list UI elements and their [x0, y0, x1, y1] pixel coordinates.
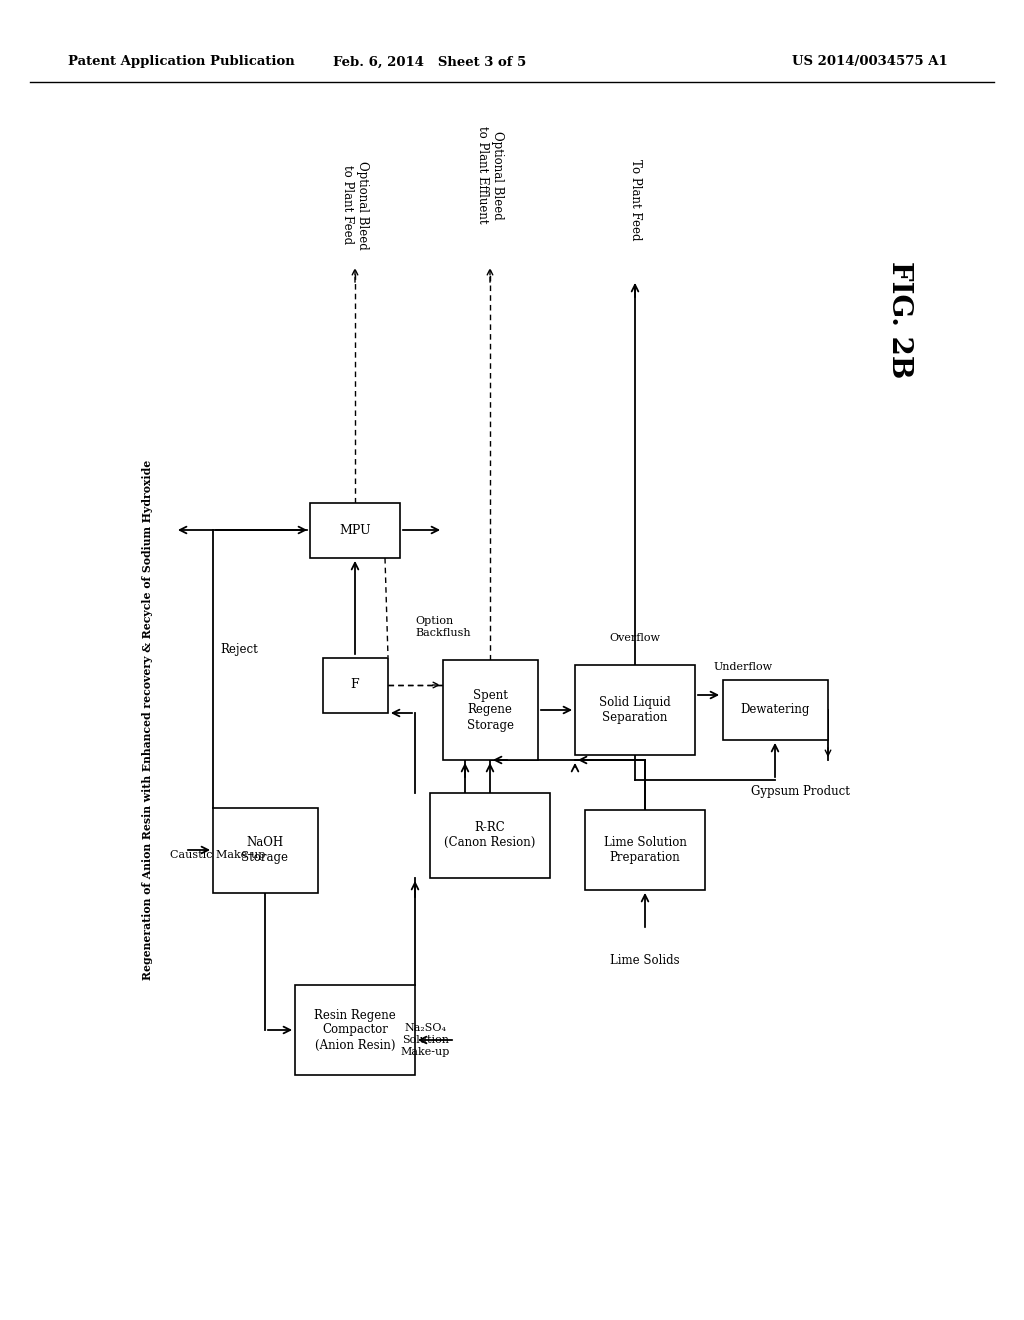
- Bar: [213, 808, 317, 892]
- Bar: [430, 792, 550, 878]
- Text: To Plant Feed: To Plant Feed: [629, 160, 641, 240]
- Text: US 2014/0034575 A1: US 2014/0034575 A1: [793, 55, 948, 69]
- Text: Resin Regene
Compactor
(Anion Resin): Resin Regene Compactor (Anion Resin): [314, 1008, 396, 1052]
- Text: Dewatering: Dewatering: [740, 704, 810, 717]
- Text: Reject: Reject: [220, 644, 258, 656]
- Text: Caustic Make-up: Caustic Make-up: [170, 850, 265, 861]
- Bar: [442, 660, 538, 760]
- Text: MPU: MPU: [339, 524, 371, 536]
- Text: Optional Bleed
to Plant Feed: Optional Bleed to Plant Feed: [341, 161, 369, 249]
- Text: FIG. 2B: FIG. 2B: [887, 261, 913, 379]
- Bar: [310, 503, 400, 557]
- Bar: [323, 657, 387, 713]
- Text: Patent Application Publication: Patent Application Publication: [68, 55, 295, 69]
- Text: Gypsum Product: Gypsum Product: [751, 785, 850, 799]
- Text: Option
Backflush: Option Backflush: [415, 616, 471, 638]
- Text: Spent
Regene
Storage: Spent Regene Storage: [467, 689, 513, 731]
- Text: R-RC
(Canon Resion): R-RC (Canon Resion): [444, 821, 536, 849]
- Bar: [723, 680, 827, 741]
- Text: Overflow: Overflow: [609, 634, 660, 643]
- Text: F: F: [350, 678, 359, 692]
- Bar: [585, 810, 705, 890]
- Text: Na₂SO₄
Solution
Make-up: Na₂SO₄ Solution Make-up: [400, 1023, 450, 1056]
- Text: Regeneration of Anion Resin with Enhanced recovery & Recycle of Sodium Hydroxide: Regeneration of Anion Resin with Enhance…: [142, 459, 154, 981]
- Text: Feb. 6, 2014   Sheet 3 of 5: Feb. 6, 2014 Sheet 3 of 5: [334, 55, 526, 69]
- Bar: [575, 665, 695, 755]
- Text: Lime Solution
Preparation: Lime Solution Preparation: [603, 836, 686, 865]
- Bar: [295, 985, 415, 1074]
- Text: Lime Solids: Lime Solids: [610, 953, 680, 966]
- Text: Optional Bleed
to Plant Effluent: Optional Bleed to Plant Effluent: [476, 127, 504, 224]
- Text: NaOH
Storage: NaOH Storage: [242, 836, 289, 865]
- Text: Underflow: Underflow: [714, 663, 773, 672]
- Text: Solid Liquid
Separation: Solid Liquid Separation: [599, 696, 671, 723]
